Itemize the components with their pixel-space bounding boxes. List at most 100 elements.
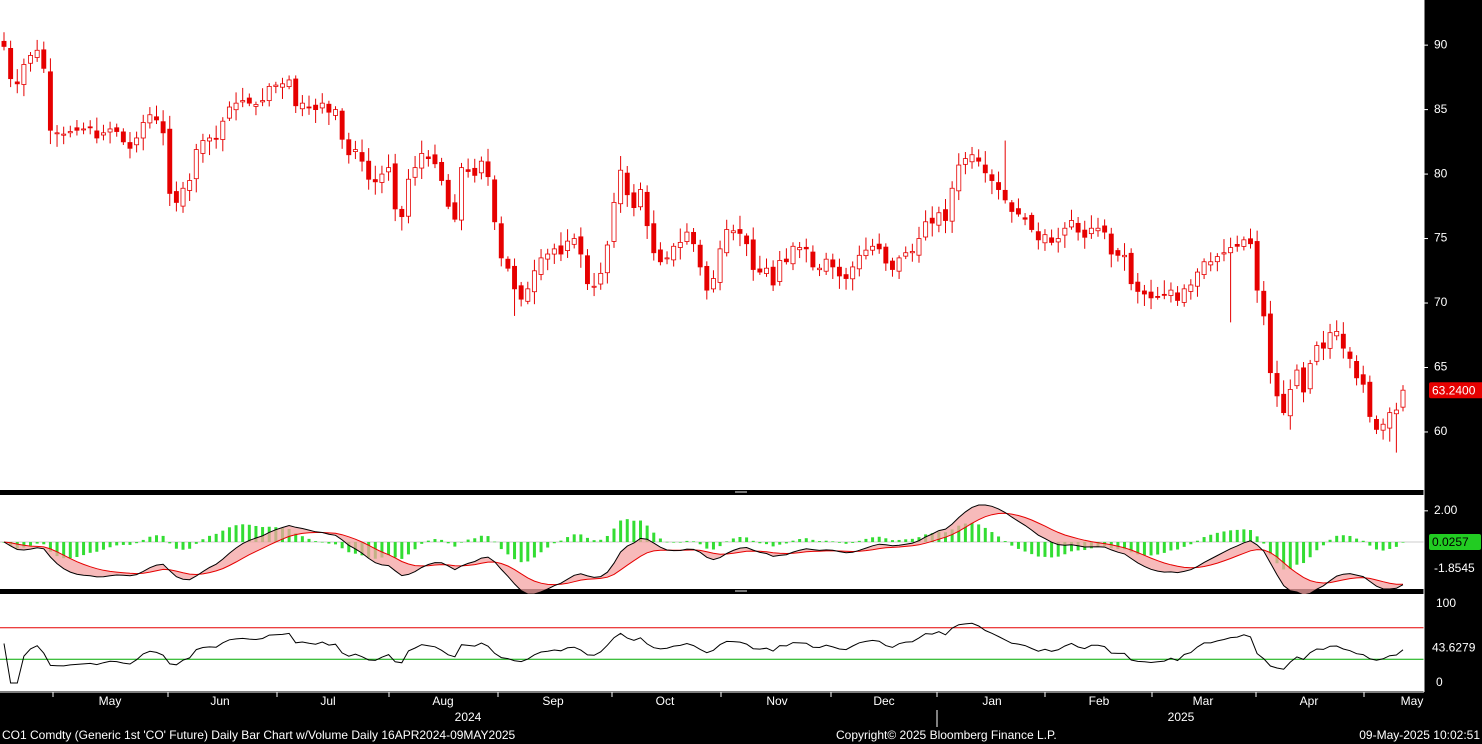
macd-histogram-bar [1374,542,1378,550]
macd-histogram-bar [181,542,185,550]
price-candle-body [333,109,338,116]
macd-histogram-bar [692,541,696,542]
macd-histogram-bar [393,542,397,558]
price-candle-body [1314,345,1320,362]
price-candle-body [114,127,120,132]
macd-histogram-bar [1176,542,1180,550]
price-candle-body [492,179,498,223]
price-candle-body [67,131,73,134]
price-candle-body [691,231,697,245]
macd-last-badge [1429,534,1481,550]
macd-histogram-bar [818,541,822,542]
price-candle-body [1168,289,1174,296]
price-candle-body [1128,252,1134,285]
price-candle-body [465,169,471,172]
price-candle-body [1075,222,1081,233]
price-candle-body [240,100,246,103]
price-candle-body [558,245,564,255]
macd-histogram-bar [334,542,338,545]
price-candle-body [730,230,736,234]
price-candle-body [339,110,345,140]
macd-histogram-bar [890,540,894,542]
macd-panel [0,495,1424,596]
price-candle-body [618,169,624,205]
price-candle-body [724,229,730,254]
macd-histogram-bar [685,540,689,542]
price-candle-body [956,164,962,192]
macd-line [3,504,1404,596]
macd-histogram-bar [1315,542,1319,551]
price-candle-body [1367,381,1373,417]
macd-histogram-bar [519,542,523,563]
price-candle-body [87,126,93,129]
price-candle-body [1360,374,1366,385]
price-candle-body [1095,227,1101,232]
price-candle-body [684,231,690,242]
x-month-label: Aug [432,694,453,708]
price-candle-body [1002,189,1008,201]
price-candle-body [1267,313,1273,374]
price-candle-body [764,267,769,274]
price-candle-body [989,174,995,181]
macd-histogram-bar [632,520,636,542]
price-candle-body [313,104,319,111]
price-candle-body [81,128,87,131]
macd-histogram-bar [128,542,132,545]
price-candle-body [631,192,637,209]
price-candle-body [551,248,557,255]
price-candle-body [478,160,484,174]
x-year-label: 2025 [1168,710,1195,724]
price-candle-body [1122,254,1127,258]
macd-histogram-bar [1069,542,1073,552]
price-candle-body [207,137,212,142]
price-candle-body [1009,202,1015,212]
macd-histogram-bar [917,537,921,542]
price-candle-body [399,208,405,218]
macd-histogram-bar [552,542,556,544]
price-candle-body [803,246,809,250]
macd-histogram-bar [1050,542,1054,558]
macd-signal-line [3,512,1404,586]
price-candle-body [657,249,663,263]
price-candle-body [737,229,743,234]
macd-histogram-bar [957,525,961,542]
macd-histogram-bar [426,540,430,542]
price-candle-body [896,257,902,272]
price-candle-body [1175,292,1181,301]
macd-histogram-bar [1321,542,1325,546]
macd-histogram-bar [1295,542,1299,565]
price-candle-body [1393,409,1399,415]
macd-histogram-bar [42,542,46,545]
macd-histogram-bar [1063,542,1067,555]
macd-histogram-bar [566,537,570,542]
price-candle-body [710,278,716,290]
macd-histogram-bar [82,542,86,556]
price-candle-body [266,85,272,102]
macd-histogram-bar [340,542,344,549]
price-candle-body [253,104,259,107]
price-candle-body [962,158,968,165]
macd-histogram-bar [1129,542,1133,553]
macd-tick-label: 2.00 [1434,503,1458,517]
price-candle-body [167,128,173,194]
price-candle-body [909,251,915,254]
macd-histogram-bar [48,542,52,552]
rsi-panel [0,594,1424,691]
macd-histogram-bar [1235,529,1239,542]
macd-histogram-bar [413,542,417,550]
price-candle-body [525,288,531,302]
macd-histogram-bar [612,528,616,542]
price-candle-body [180,187,186,207]
macd-histogram-bar [1149,542,1153,556]
macd-histogram-bar [1123,542,1127,550]
price-candle-body [127,142,133,149]
x-month-label: Oct [656,694,675,708]
price-candle-body [916,238,922,256]
macd-histogram-bar [605,535,609,542]
macd-histogram-bar [95,542,99,552]
price-candle-body [1062,227,1068,236]
macd-histogram-bar [599,539,603,542]
macd-histogram-bar [990,532,994,542]
price-candle-body [1320,342,1326,349]
